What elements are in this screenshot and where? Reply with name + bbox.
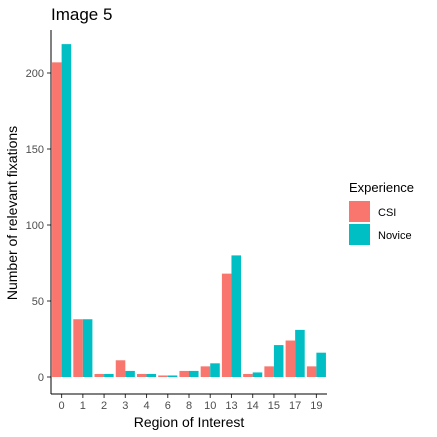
legend-key-csi [349, 201, 370, 222]
bar-csi-10 [200, 366, 211, 377]
y-tick-label: 50 [32, 296, 44, 308]
bar-novice-4 [146, 373, 157, 377]
x-tick-label: 19 [310, 400, 322, 412]
bar-novice-19 [316, 352, 326, 377]
x-tick-label: 14 [247, 400, 259, 412]
bar-csi-14 [243, 373, 253, 377]
bar-csi-19 [306, 366, 317, 377]
chart-title: Image 5 [51, 5, 112, 24]
bar-novice-17 [295, 329, 305, 377]
bar-novice-1 [82, 319, 93, 377]
x-tick-label: 15 [268, 400, 280, 412]
bar-csi-3 [115, 360, 126, 377]
x-axis-title: Region of Interest [134, 414, 245, 430]
bar-csi-1 [73, 319, 83, 377]
plot-area: 0 50 100 150 200 0 1 2 3 4 6 8 10 13 14 15 17 19 [26, 44, 326, 412]
x-tick-label: 4 [143, 400, 149, 412]
legend-label-novice: Novice [378, 230, 412, 242]
x-tick-label: 2 [101, 400, 107, 412]
bar-novice-13 [231, 255, 242, 377]
bar-csi-0 [52, 62, 62, 378]
x-tick-label: 6 [165, 400, 171, 412]
bar-csi-6 [158, 375, 168, 377]
legend-label-csi: CSI [378, 207, 396, 219]
x-tick-label: 1 [80, 400, 86, 412]
y-tick-label: 150 [26, 144, 44, 156]
bar-novice-14 [252, 372, 263, 377]
bar-csi-13 [221, 273, 232, 377]
bar-novice-15 [273, 345, 284, 377]
bar-novice-0 [61, 44, 72, 378]
bar-csi-8 [179, 370, 189, 377]
bar-novice-6 [167, 375, 178, 377]
bar-novice-3 [125, 370, 135, 377]
legend-key-novice [349, 224, 370, 245]
y-tick-label: 100 [26, 220, 44, 232]
y-tick-label: 0 [38, 372, 44, 384]
y-tick-label: 200 [26, 68, 44, 80]
bar-csi-4 [136, 373, 147, 377]
legend: Experience CSI Novice [349, 180, 414, 245]
x-tick-label: 0 [59, 400, 65, 412]
y-axis-title: Number of relevant fixations [4, 126, 20, 300]
x-tick-label: 3 [122, 400, 128, 412]
x-tick-label: 8 [186, 400, 192, 412]
legend-title: Experience [349, 180, 414, 195]
bar-csi-15 [264, 366, 274, 377]
bar-csi-17 [285, 340, 296, 377]
x-tick-label: 13 [225, 400, 237, 412]
x-tick-label: 17 [289, 400, 301, 412]
bar-novice-10 [210, 363, 220, 377]
bar-novice-2 [104, 373, 114, 377]
bar-csi-2 [94, 373, 105, 377]
bar-novice-8 [189, 370, 199, 377]
x-tick-label: 10 [204, 400, 216, 412]
